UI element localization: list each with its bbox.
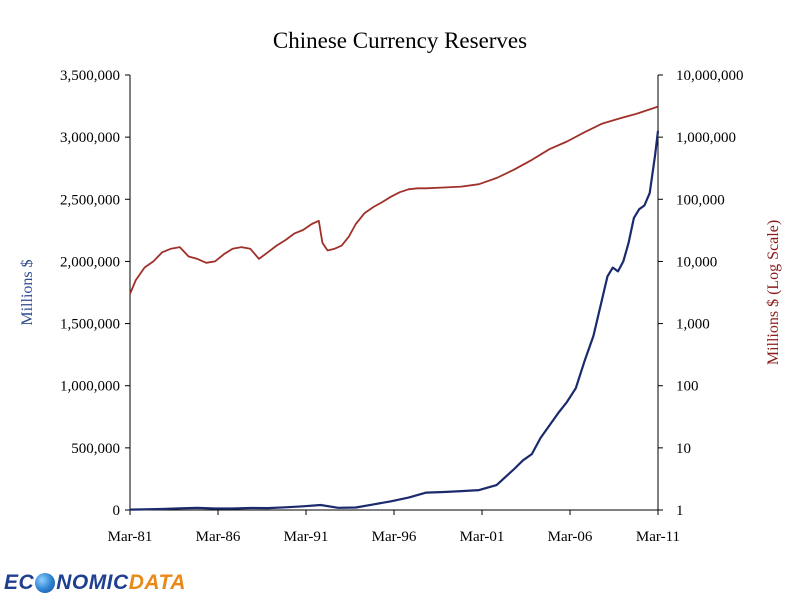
- right-tick-label: 1: [676, 503, 684, 519]
- series-group: [129, 105, 660, 511]
- x-tick-label: Mar-96: [372, 529, 417, 545]
- x-tick-label: Mar-06: [548, 529, 593, 545]
- right-tick-label: 10: [676, 441, 691, 457]
- left-tick-label: 3,500,000: [60, 68, 120, 84]
- left-tick-label: 2,000,000: [60, 254, 120, 270]
- left-tick-label: 1,000,000: [60, 379, 120, 395]
- axes: [129, 75, 659, 511]
- econompicdata-logo: EC NOMIC DATA: [4, 568, 186, 598]
- logo-text-data: DATA: [128, 571, 186, 594]
- x-tick-label: Mar-86: [196, 529, 241, 545]
- x-tick-label: Mar-91: [284, 529, 329, 545]
- left-tick-label: 3,000,000: [60, 130, 120, 146]
- x-tick-label: Mar-81: [108, 529, 153, 545]
- right-tick-label: 100: [676, 379, 699, 395]
- chart-title: Chinese Currency Reserves: [273, 28, 527, 53]
- right-axis-ticks: 1 10 100 1,000 10,000 100,000 1,000,000 10,000,…: [658, 68, 744, 519]
- right-tick-label: 10,000: [676, 254, 717, 270]
- logo-text-nomic: NOMIC: [56, 571, 129, 594]
- x-tick-label: Mar-01: [460, 529, 505, 545]
- x-tick-label: Mar-11: [636, 529, 680, 545]
- left-tick-label: 0: [113, 503, 121, 519]
- right-tick-label: 1,000: [676, 317, 710, 333]
- globe-icon: [35, 573, 56, 593]
- right-tick-label: 10,000,000: [676, 68, 744, 84]
- right-tick-label: 100,000: [676, 192, 725, 208]
- left-axis-ticks: 0 500,000 1,000,000 1,500,000 2,000,000 2,500…: [60, 68, 130, 519]
- left-tick-label: 1,500,000: [60, 317, 120, 333]
- series-line-log-scale: [129, 105, 659, 295]
- right-tick-label: 1,000,000: [676, 130, 736, 146]
- right-axis-label: Millions $ (Log Scale): [765, 220, 782, 365]
- left-tick-label: 500,000: [71, 441, 120, 457]
- left-tick-label: 2,500,000: [60, 192, 120, 208]
- left-axis-label: Millions $: [19, 259, 36, 325]
- x-axis-ticks: Mar-81 Mar-86 Mar-91 Mar-96 Mar-01 Mar-06 Mar-…: [108, 510, 680, 545]
- logo-text-ec: EC: [4, 571, 35, 594]
- series-line-millions: [129, 130, 660, 511]
